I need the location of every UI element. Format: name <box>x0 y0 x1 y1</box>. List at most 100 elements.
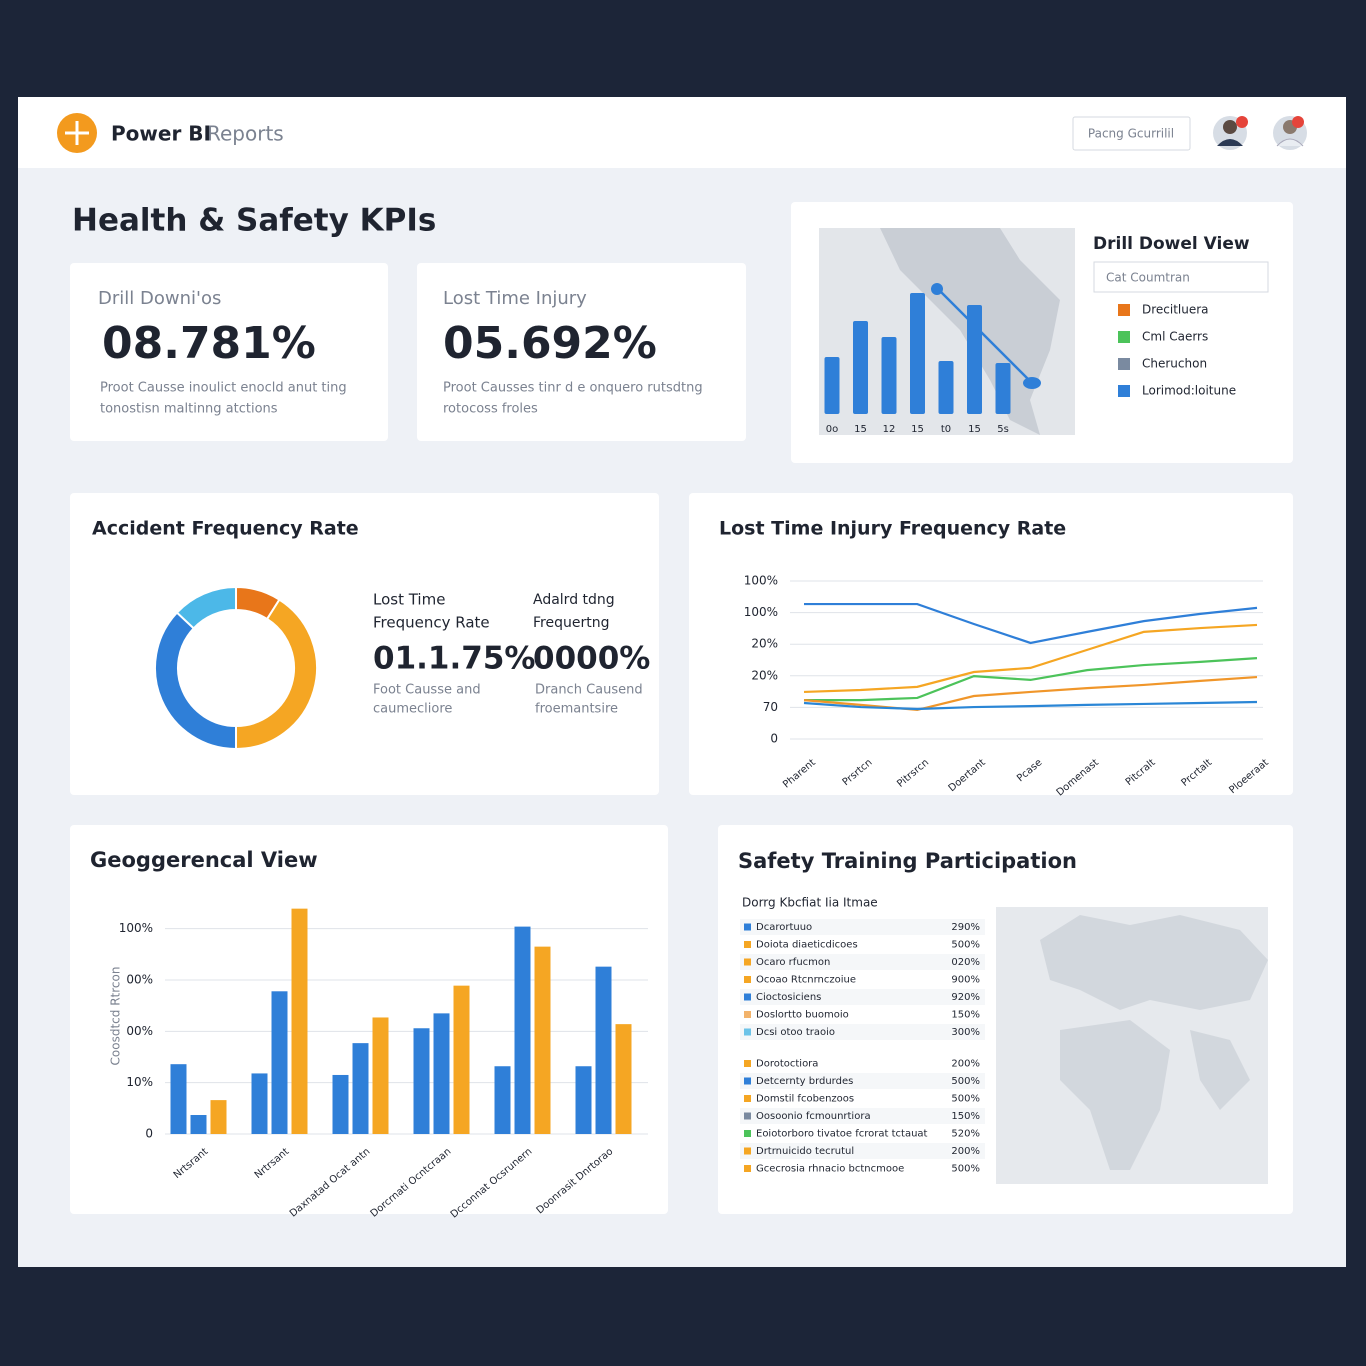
row-label: Eoiotorboro tivatoe fcrorat tctauat <box>756 1129 928 1140</box>
x-tick-label: 15 <box>854 424 867 435</box>
line <box>804 657 1258 702</box>
legend-swatch <box>1118 358 1130 370</box>
line <box>803 623 1258 694</box>
bar <box>514 926 531 1134</box>
metric-desc: Foot Causse and <box>373 683 481 698</box>
kpi-desc: Proot Causses tinr d e onquero rutsdtng <box>443 381 703 396</box>
legend-label: Cheruchon <box>1142 357 1207 371</box>
row-stripe <box>740 1073 985 1089</box>
kpi-desc: Proot Causse inoulict enocld anut ting <box>100 381 347 396</box>
y-tick-label: 0 <box>145 1127 153 1141</box>
legend-label: Cml Caerrs <box>1142 330 1208 344</box>
filter-text: Cat Coumtran <box>1106 271 1190 285</box>
row-value: 920% <box>951 992 980 1003</box>
metric-value: 01.1.75% <box>373 641 535 677</box>
bar <box>413 1028 430 1134</box>
y-tick-label: 00% <box>126 973 153 987</box>
row-stripe <box>740 954 985 970</box>
bar <box>210 1100 227 1134</box>
bar <box>251 1073 268 1134</box>
bar <box>853 321 868 414</box>
metric-label: Lost Time <box>373 591 445 609</box>
row-value: 020% <box>951 957 980 968</box>
kpi-value: 08.781% <box>102 318 316 369</box>
row-stripe <box>740 1108 985 1124</box>
donut-segment <box>175 585 237 630</box>
trend-line <box>936 287 1033 384</box>
row-swatch <box>744 1165 751 1172</box>
kpi-label: Lost Time Injury <box>443 288 587 309</box>
row-stripe <box>740 1143 985 1159</box>
row-value: 300% <box>951 1027 980 1038</box>
search-box[interactable] <box>1072 116 1191 151</box>
bar <box>995 363 1011 414</box>
row-value: 900% <box>951 975 980 986</box>
y-tick-label: 0 <box>770 732 778 746</box>
x-tick-label: 12 <box>883 424 896 435</box>
map-land <box>1060 1020 1170 1170</box>
kpi-value: 05.692% <box>443 318 657 369</box>
bar <box>881 337 897 414</box>
kpi-label: Drill Downi'os <box>98 288 221 309</box>
line <box>803 675 1258 712</box>
row-swatch <box>744 1147 751 1155</box>
bar <box>615 1024 632 1134</box>
bar <box>575 1066 592 1134</box>
search-text: Pacng Gcurrilil <box>1088 127 1174 141</box>
row-label: Doiota diaeticdicoes <box>756 940 858 951</box>
kpi-desc: tonostisn maltinng atctions <box>100 402 278 417</box>
bar <box>824 357 840 414</box>
y-tick-label: 100% <box>119 921 153 935</box>
card-title: Accident Frequency Rate <box>92 518 359 540</box>
x-tick-label: t0 <box>941 424 951 435</box>
avatar-body <box>1276 138 1304 147</box>
row-label: Dorotoctiora <box>756 1059 818 1070</box>
metric-label: Frequency Rate <box>373 614 490 632</box>
bar <box>170 1064 187 1134</box>
row-label: Dcsi otoo traoio <box>756 1027 835 1038</box>
row-value: 290% <box>951 922 980 933</box>
card-title: Drill Dowel View <box>1093 234 1250 254</box>
row-stripe <box>740 919 985 935</box>
page-title: Health & Safety KPIs <box>72 203 436 239</box>
metric-desc: froemantsire <box>535 702 618 717</box>
row-label: Drtrnuicido tecrutul <box>756 1146 854 1157</box>
row-swatch <box>744 1028 751 1036</box>
brand: Power BI <box>111 122 211 146</box>
row-label: Domstil fcobenzoos <box>756 1094 854 1105</box>
bar <box>372 1017 389 1134</box>
row-swatch <box>744 1011 751 1018</box>
legend-swatch <box>1118 331 1130 343</box>
row-stripe <box>740 1024 985 1040</box>
y-tick-label: 00% <box>126 1024 153 1038</box>
y-tick-label: 20% <box>751 668 778 682</box>
row-value: 500% <box>951 940 980 951</box>
row-label: Dcarortuuo <box>756 922 812 933</box>
row-swatch <box>744 941 751 948</box>
legend-label: Lorimod:loitune <box>1142 384 1236 398</box>
row-value: 500% <box>951 1076 980 1087</box>
row-swatch <box>744 1095 751 1102</box>
trend-dot <box>1023 377 1041 389</box>
row-swatch <box>744 976 751 983</box>
y-axis-label: Coosdtcd Rtrcon <box>109 967 123 1066</box>
legend-swatch <box>1118 385 1130 397</box>
row-label: Gcecrosia rhnacio bctncmooe <box>756 1164 904 1175</box>
bar <box>190 1115 207 1134</box>
y-tick-label: 10% <box>126 1075 153 1089</box>
bar <box>595 966 612 1134</box>
card-title: Safety Training Participation <box>738 849 1077 873</box>
y-tick-label: 100% <box>744 574 778 588</box>
legend-label: Drecitluera <box>1142 303 1209 317</box>
filter-box[interactable] <box>1093 261 1269 293</box>
x-tick-label: 15 <box>911 424 924 435</box>
row-label: Oosoonio fcmounrtiora <box>756 1111 871 1122</box>
row-value: 150% <box>951 1111 980 1122</box>
row-swatch <box>744 1077 751 1085</box>
row-stripe <box>740 989 985 1005</box>
line <box>803 700 1258 711</box>
bar <box>291 908 308 1134</box>
row-label: Detcernty brdurdes <box>756 1076 853 1087</box>
